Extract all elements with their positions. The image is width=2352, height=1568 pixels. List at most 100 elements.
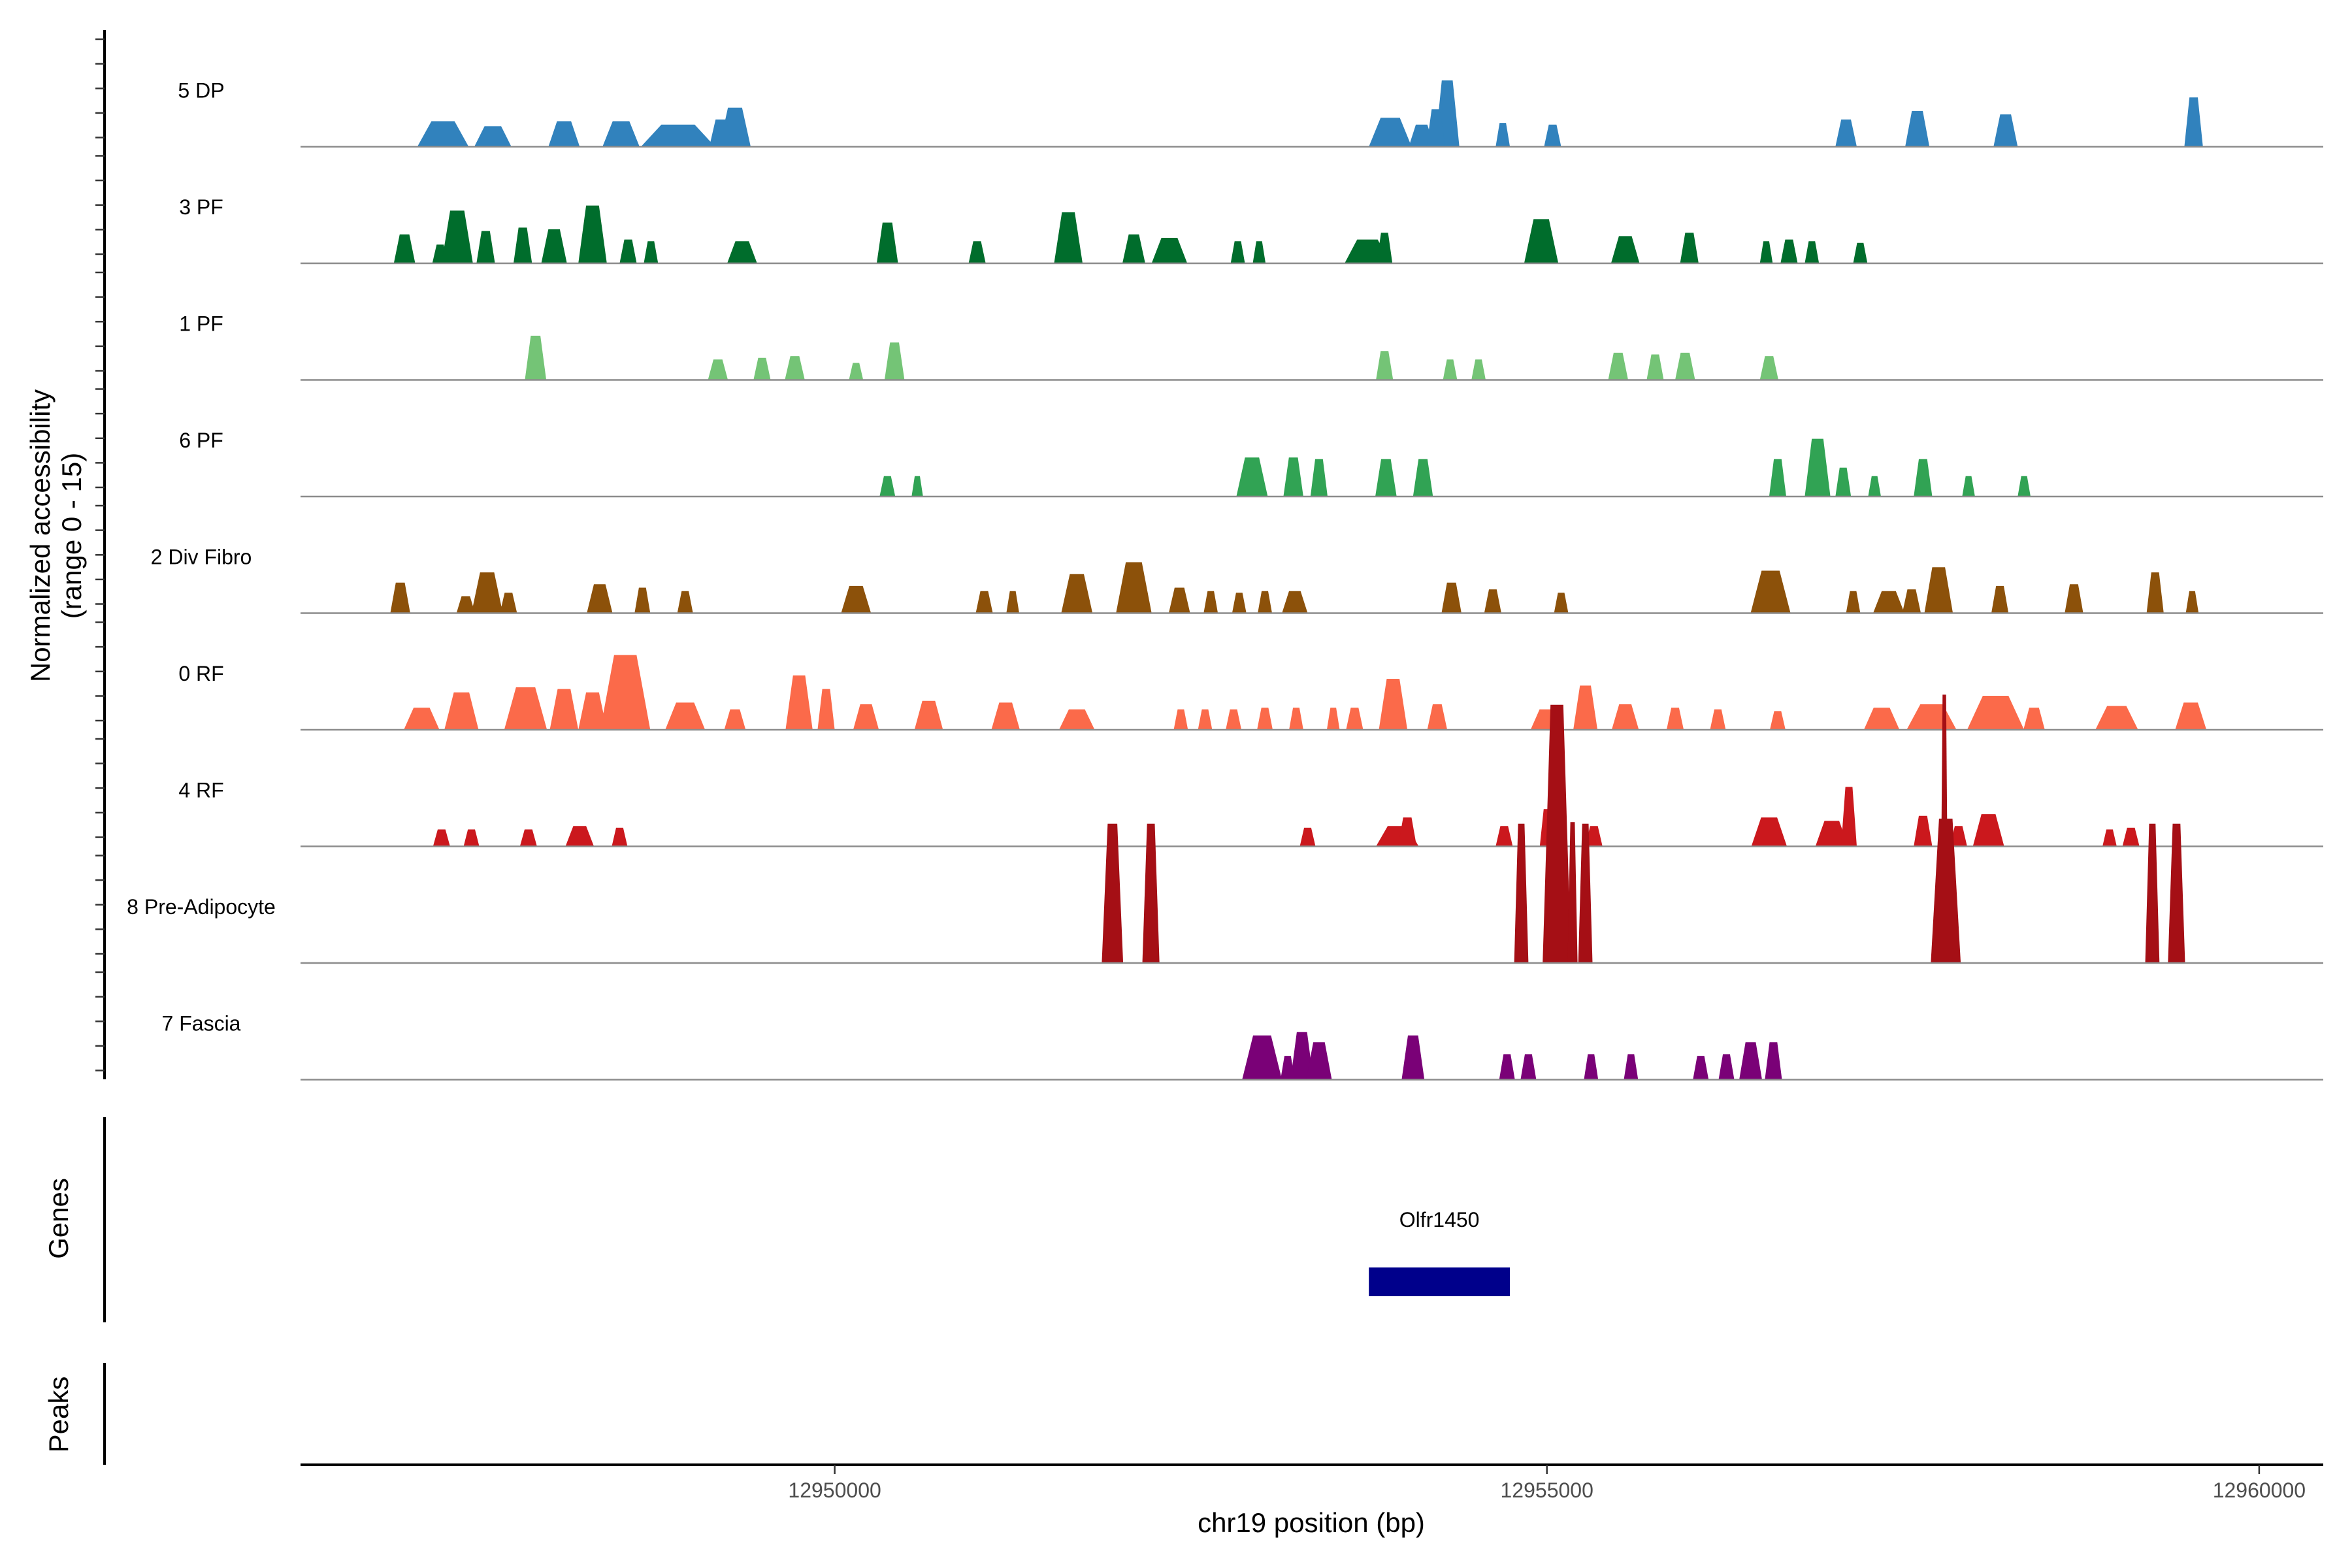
coverage-peak <box>879 476 896 497</box>
coverage-peak <box>1805 438 1831 497</box>
coverage-peak <box>1567 822 1578 963</box>
coverage-peak <box>1151 238 1188 263</box>
coverage-peak <box>1841 787 1857 847</box>
coverage-peak <box>1675 352 1695 380</box>
track-label: 2 Div Fibro <box>151 546 252 569</box>
track-0: 5 DP <box>178 79 2323 148</box>
coverage-peak <box>1377 233 1393 263</box>
coverage-peak <box>1122 234 1145 263</box>
coverage-peak <box>1835 467 1852 497</box>
coverage-peak <box>2168 823 2185 963</box>
coverage-peak <box>1289 708 1303 730</box>
coverage-peak <box>1369 118 1412 147</box>
coverage-peak <box>1611 704 1639 730</box>
coverage-peak <box>1495 123 1511 147</box>
coverage-peak <box>914 700 943 730</box>
coverage-peak <box>876 222 898 263</box>
coverage-peak <box>1514 823 1529 963</box>
coverage-peak <box>1750 570 1791 613</box>
coverage-peak <box>1991 585 2009 613</box>
coverage-peak <box>1281 1056 1295 1080</box>
coverage-peak <box>1397 817 1417 847</box>
track-label: 4 RF <box>178 779 223 802</box>
coverage-peak <box>1914 459 1933 497</box>
x-axis-title: chr19 position (bp) <box>1198 1507 1425 1538</box>
coverage-peak <box>709 119 732 147</box>
track-4: 2 Div Fibro <box>151 546 2323 614</box>
coverage-peak <box>2122 827 2140 847</box>
coverage-peak <box>1226 709 1242 730</box>
coverage-peak <box>444 692 479 730</box>
coverage-peak <box>1379 679 1408 730</box>
coverage-peak <box>1054 212 1083 263</box>
coverage-peak <box>1693 1056 1709 1080</box>
coverage-peak <box>724 709 746 730</box>
coverage-peak <box>1299 827 1316 847</box>
coverage-peak <box>393 234 416 263</box>
coverage-peak <box>1198 709 1213 730</box>
coverage-peak <box>1306 1042 1332 1080</box>
track-8: 7 Fascia <box>162 1012 2323 1081</box>
coverage-peak <box>1484 589 1501 613</box>
coverage-peak <box>2184 97 2203 147</box>
coverage-peak <box>968 241 986 263</box>
genes-track-title: Genes <box>43 1178 74 1259</box>
coverage-peak <box>2023 708 2045 730</box>
coverage-peak <box>1846 591 1861 613</box>
coverage-peak <box>600 655 651 730</box>
x-tick-label: 12955000 <box>1501 1478 1593 1502</box>
coverage-peak <box>1873 591 1904 613</box>
coverage-y-ticks <box>95 38 105 1071</box>
track-label: 5 DP <box>178 79 224 103</box>
coverage-peak <box>1443 359 1458 380</box>
coverage-peak <box>612 827 628 847</box>
coverage-peak <box>541 229 567 263</box>
coverage-peak <box>1544 124 1561 147</box>
coverage-peak <box>1853 242 1868 263</box>
coverage-peak <box>1290 1032 1314 1080</box>
x-axis-ticks: 12950000 12955000 12960000 <box>788 1465 2306 1502</box>
track-2: 1 PF <box>179 312 2323 381</box>
coverage-tracks: 5 DP 3 PF 1 PF 6 PF 2 Div Fibro 0 RF 4 RF 8 Pre… <box>127 79 2323 1081</box>
coverage-peak <box>404 708 440 730</box>
coverage-peak <box>1061 574 1093 613</box>
coverage-peak <box>753 357 771 380</box>
coverage-peak <box>1863 708 1900 730</box>
track-label: 0 RF <box>178 662 223 685</box>
coverage-peak <box>1718 1054 1735 1080</box>
coverage-peak <box>500 593 517 613</box>
coverage-peak <box>1924 567 1953 613</box>
coverage-peak <box>519 829 537 847</box>
gene-label: Olfr1450 <box>1399 1208 1480 1232</box>
coverage-peak <box>1666 708 1684 730</box>
coverage-peak <box>1906 704 1957 730</box>
coverage-peak <box>1993 114 2018 147</box>
coverage-peak <box>817 689 835 730</box>
coverage-peak <box>578 205 607 263</box>
coverage-peak <box>1102 823 1124 963</box>
track-label: 3 PF <box>179 195 223 219</box>
coverage-peak <box>474 126 512 147</box>
coverage-peak <box>1770 711 1786 730</box>
coverage-peak <box>1401 1035 1425 1080</box>
coverage-peak <box>417 121 469 147</box>
coverage-peak <box>463 829 480 847</box>
coverage-peak <box>641 124 715 147</box>
coverage-peak <box>1252 241 1266 263</box>
coverage-peak <box>619 239 637 263</box>
coverage-peak <box>1646 354 1664 380</box>
coverage-peak <box>1962 476 1975 497</box>
coverage-peak <box>1495 826 1513 847</box>
coverage-peak <box>549 689 579 730</box>
coverage-peak <box>1751 817 1788 847</box>
coverage-peak <box>2145 823 2160 963</box>
coverage-peak <box>1554 593 1569 613</box>
coverage-peak <box>565 826 595 847</box>
track-3: 6 PF <box>179 429 2323 498</box>
coverage-peak <box>644 241 659 263</box>
genes-track: Olfr1450 <box>1369 1208 1510 1296</box>
track-label: 7 Fascia <box>162 1012 241 1036</box>
coverage-peak <box>1441 582 1462 613</box>
coverage-peak <box>1376 351 1394 380</box>
coverage-peak <box>456 596 476 613</box>
